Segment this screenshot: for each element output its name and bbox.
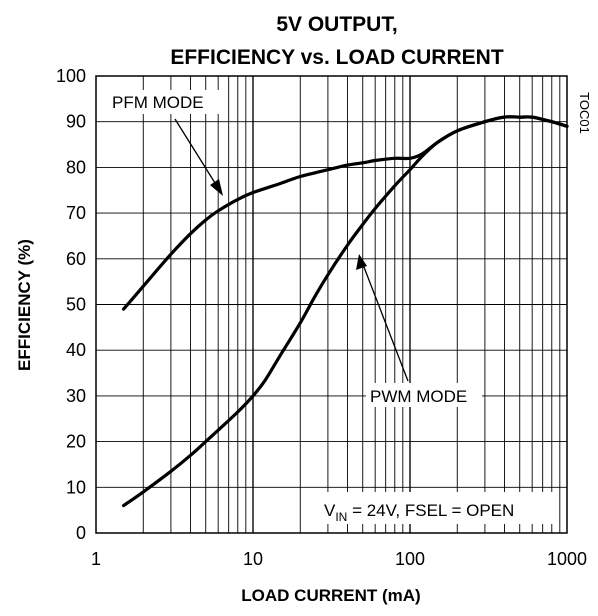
y-tick-label: 10 (66, 477, 86, 497)
y-tick-label: 100 (56, 66, 86, 86)
pwm-arrowhead (356, 254, 367, 270)
series-line-pwm-mode (122, 115, 569, 508)
condition-note-backdrop (318, 492, 554, 524)
pfm-mode-label: PFM MODE (112, 93, 204, 112)
condition-note: VIN = 24V, FSEL = OPEN (324, 501, 514, 524)
chart-title-line-1: 5V OUTPUT, (276, 13, 397, 36)
x-tick-label: 100 (395, 549, 425, 569)
x-axis-label: LOAD CURRENT (mA) (241, 586, 420, 605)
pwm-label-backdrop (366, 383, 482, 407)
plot-frame (95, 75, 568, 534)
y-tick-label: 70 (66, 203, 86, 223)
series-lines (122, 115, 569, 508)
figure-id-label: TOC01 (577, 92, 592, 134)
y-tick-label: 60 (66, 249, 86, 269)
condition-note-prefix: V (324, 501, 336, 520)
y-tick-label: 30 (66, 386, 86, 406)
pfm-leader-line (174, 118, 221, 192)
pwm-leader-line (361, 261, 409, 382)
condition-note-subscript: IN (335, 510, 347, 524)
y-tick-label: 50 (66, 295, 86, 315)
grid-lines (96, 76, 567, 533)
y-tick-label: 90 (66, 112, 86, 132)
pwm-mode-label: PWM MODE (370, 387, 467, 406)
y-axis-label: EFFICIENCY (%) (15, 239, 34, 371)
y-tick-label: 80 (66, 157, 86, 177)
x-tick-label: 1000 (547, 549, 587, 569)
x-tick-label: 10 (243, 549, 263, 569)
y-tick-label: 0 (76, 523, 86, 543)
y-tick-label: 20 (66, 432, 86, 452)
y-tick-label: 40 (66, 340, 86, 360)
condition-note-suffix: = 24V, FSEL = OPEN (347, 501, 514, 520)
pfm-arrowhead (210, 179, 223, 196)
x-tick-label: 1 (91, 549, 101, 569)
chart-title-line-2: EFFICIENCY vs. LOAD CURRENT (170, 46, 503, 69)
pfm-label-backdrop (108, 90, 220, 114)
